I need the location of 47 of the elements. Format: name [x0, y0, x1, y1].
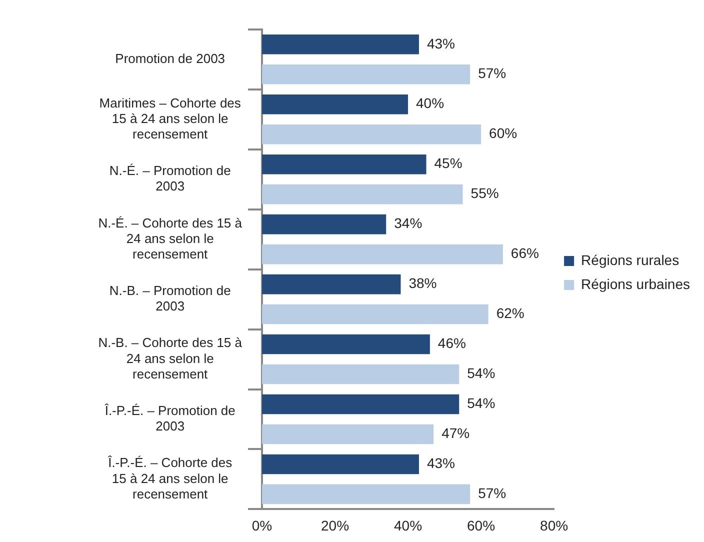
data-label: 43%	[426, 35, 456, 52]
y-tick-label: N.-B. – Cohorte des 15 à 24 ans selon le recensement	[98, 335, 243, 382]
bar	[262, 364, 460, 384]
y-tick-label: N.-B. – Promotion de 2003	[109, 283, 231, 314]
bar	[262, 154, 426, 174]
data-label: 62%	[496, 305, 524, 322]
data-label: 54%	[467, 365, 496, 382]
bar	[262, 94, 408, 114]
bar	[262, 304, 488, 324]
y-tick-label: N.-É. – Promotion de 2003	[109, 163, 231, 194]
y-tick-label: Maritimes – Cohorte des 15 à 24 ans selon le recensement	[99, 95, 242, 142]
bar	[262, 334, 430, 354]
legend-label: Régions rurales	[581, 252, 680, 268]
data-label: 40%	[416, 95, 444, 112]
y-tick-label: Î.-P.-É. – Promotion de 2003	[104, 403, 236, 434]
data-label: 60%	[489, 125, 518, 142]
data-label: 43%	[426, 455, 456, 472]
y-tick-label: Promotion de 2003	[115, 50, 226, 66]
bar	[262, 244, 503, 264]
data-label: 54%	[467, 395, 496, 412]
x-tick-label: 80%	[540, 517, 568, 534]
bar	[262, 184, 463, 204]
bar	[262, 214, 386, 234]
x-tick-label: 40%	[394, 517, 422, 534]
data-label: 34%	[394, 215, 422, 232]
x-tick-label: 60%	[467, 517, 496, 534]
bar	[262, 34, 419, 54]
bar	[262, 274, 401, 294]
data-label: 55%	[470, 185, 499, 202]
data-label: 46%	[438, 335, 466, 352]
bar	[262, 424, 434, 444]
data-label: 66%	[510, 245, 539, 262]
bar	[262, 64, 470, 84]
data-label: 47%	[442, 425, 470, 442]
bar	[262, 454, 419, 474]
bar	[262, 124, 482, 144]
bar	[262, 484, 470, 504]
x-tick-label: 20%	[320, 517, 350, 534]
bar	[262, 394, 460, 414]
y-tick-label: N.-É. – Cohorte des 15 à 24 ans selon le recensement	[98, 215, 243, 262]
data-label: 45%	[434, 155, 462, 172]
data-label: 38%	[408, 275, 437, 292]
data-label: 57%	[478, 485, 506, 502]
y-tick-label: Î.-P.-É. – Cohorte des 15 à 24 ans selon le recensement	[107, 455, 233, 502]
data-label: 57%	[478, 65, 506, 82]
x-tick-label: 0%	[252, 517, 272, 534]
legend-label: Régions urbaines	[581, 276, 690, 292]
